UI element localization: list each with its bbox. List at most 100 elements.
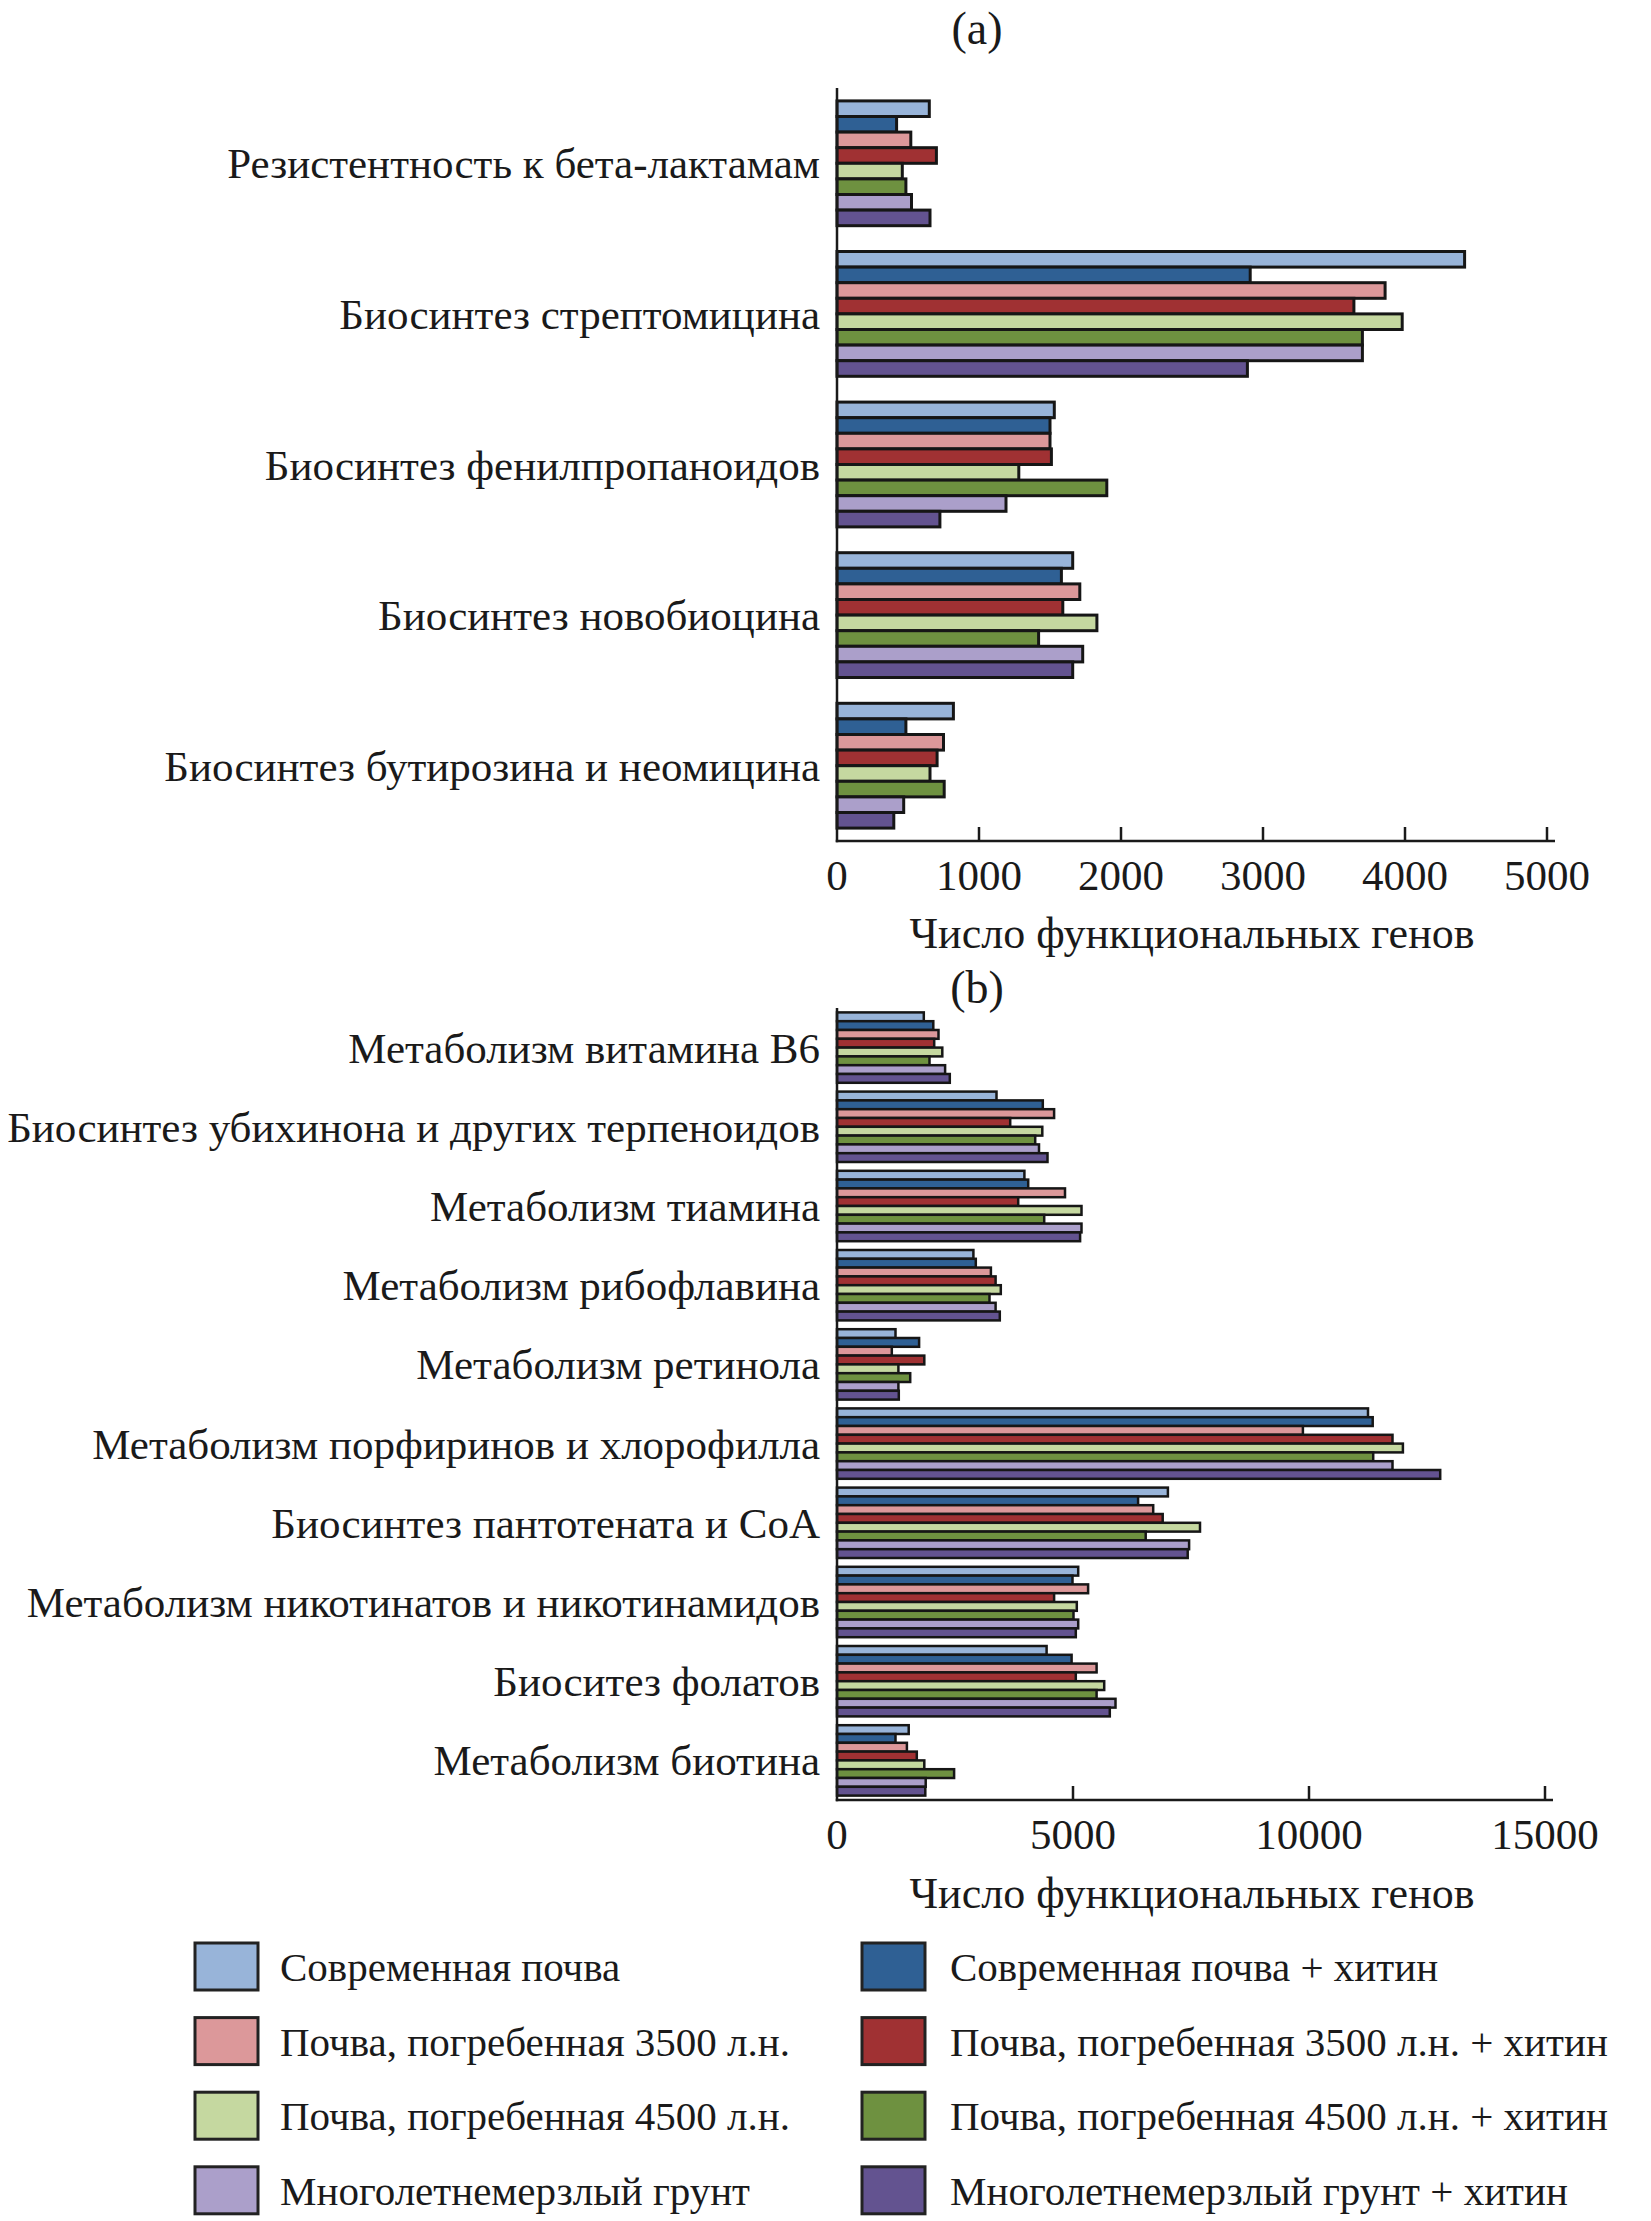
legend-item: Многолетнемерзлый грунт: [195, 2167, 750, 2214]
category-label: Метаболизм рибофлавина: [343, 1262, 820, 1309]
tick-label: 10000: [1255, 1811, 1363, 1858]
tick-label: 4000: [1362, 852, 1448, 899]
legend-swatch: [195, 2018, 258, 2065]
bar: [837, 345, 1362, 361]
bar: [837, 1417, 1373, 1426]
bar: [837, 449, 1051, 465]
bar: [837, 1523, 1200, 1532]
bar: [837, 1056, 930, 1065]
bar: [837, 1180, 1028, 1189]
bars: [837, 1012, 1440, 1795]
bar: [837, 1329, 896, 1338]
bar: [837, 584, 1080, 600]
tick-label: 0: [826, 1811, 848, 1858]
category-label: Биосинтез пантотената и CoA: [271, 1500, 820, 1547]
legend-swatch: [195, 2092, 258, 2139]
bar: [837, 735, 944, 751]
bar: [837, 1285, 1001, 1294]
bar: [837, 1567, 1078, 1576]
bar: [837, 1197, 1018, 1206]
bar: [837, 719, 906, 735]
bar: [837, 179, 906, 195]
bar: [837, 1602, 1077, 1611]
bar: [837, 1171, 1024, 1180]
bar: [837, 1021, 933, 1030]
bar: [837, 1488, 1168, 1497]
category-label: Метаболизм ретинола: [416, 1341, 820, 1388]
bar: [837, 314, 1402, 330]
category-label: Резистентность к бета-лактамам: [227, 140, 820, 187]
bar: [837, 1655, 1072, 1664]
tick-label: 3000: [1220, 852, 1306, 899]
bar: [837, 283, 1385, 299]
bar: [837, 1188, 1065, 1197]
legend-label: Многолетнемерзлый грунт + хитин: [950, 2168, 1568, 2214]
category-label: Метаболизм никотинатов и никотинамидов: [27, 1579, 820, 1626]
category-label: Биосинтез фенилпропаноидов: [265, 442, 820, 489]
bar: [837, 361, 1247, 377]
legend-label: Почва, погребенная 3500 л.н. + хитин: [950, 2019, 1608, 2065]
bar: [837, 1294, 990, 1303]
tick-label: 15000: [1491, 1811, 1599, 1858]
bar: [837, 1514, 1163, 1523]
legend-item: Почва, погребенная 4500 л.н. + хитин: [862, 2092, 1608, 2139]
bar: [837, 402, 1054, 418]
bar: [837, 1268, 991, 1277]
bar: [837, 1065, 945, 1074]
legend-label: Почва, погребенная 3500 л.н.: [280, 2019, 790, 2065]
tick-label: 2000: [1078, 852, 1164, 899]
bar: [837, 418, 1050, 434]
bar: [837, 480, 1107, 496]
bar: [837, 1778, 926, 1787]
bar: [837, 1505, 1153, 1514]
bar: [837, 1752, 917, 1761]
bar: [837, 1646, 1047, 1655]
bar: [837, 1690, 1097, 1699]
category-label: Биосинтез новобиоцина: [378, 592, 820, 639]
bar: [837, 267, 1250, 283]
bar: [837, 132, 911, 148]
bar: [837, 117, 897, 133]
bar: [837, 1787, 925, 1796]
legend-label: Современная почва: [280, 1944, 620, 1990]
tick-label: 5000: [1504, 852, 1590, 899]
bar: [837, 1435, 1393, 1444]
bar: [837, 646, 1083, 662]
bar: [837, 1461, 1393, 1470]
bar: [837, 1118, 1010, 1127]
bar: [837, 465, 1019, 481]
bar: [837, 1224, 1082, 1233]
legend-swatch: [862, 1943, 925, 1990]
bar: [837, 330, 1362, 346]
category-label: Биоситез фолатов: [493, 1658, 820, 1705]
bar: [837, 750, 937, 766]
bar: [837, 1549, 1188, 1558]
bar: [837, 1030, 939, 1039]
legend-item: Почва, погребенная 3500 л.н. + хитин: [862, 2018, 1608, 2065]
bar: [837, 1074, 950, 1083]
legend-swatch: [195, 1943, 258, 1990]
legend-label: Многолетнемерзлый грунт: [280, 2168, 750, 2214]
bar: [837, 1444, 1403, 1453]
bar: [837, 1708, 1110, 1717]
bar: [837, 1338, 919, 1347]
figure: (a) Резистентность к бета-лактамам Биосин…: [0, 0, 1651, 2221]
bar: [837, 1725, 909, 1734]
bar: [837, 1373, 910, 1382]
panel-a-label: (a): [951, 3, 1002, 54]
category-label: Биосинтез бутирозина и неомицина: [164, 743, 820, 790]
bar: [837, 1734, 896, 1743]
bar: [837, 511, 940, 527]
bar: [837, 195, 912, 211]
bar: [837, 1576, 1073, 1585]
bar: [837, 148, 936, 164]
tick-label: 5000: [1030, 1811, 1116, 1858]
bar: [837, 101, 929, 117]
bar: [837, 1628, 1076, 1637]
bar: [837, 1408, 1368, 1417]
bar: [837, 1743, 907, 1752]
bar: [837, 1681, 1104, 1690]
bar: [837, 496, 1006, 512]
bar: [837, 1584, 1088, 1593]
bar: [837, 1611, 1074, 1620]
